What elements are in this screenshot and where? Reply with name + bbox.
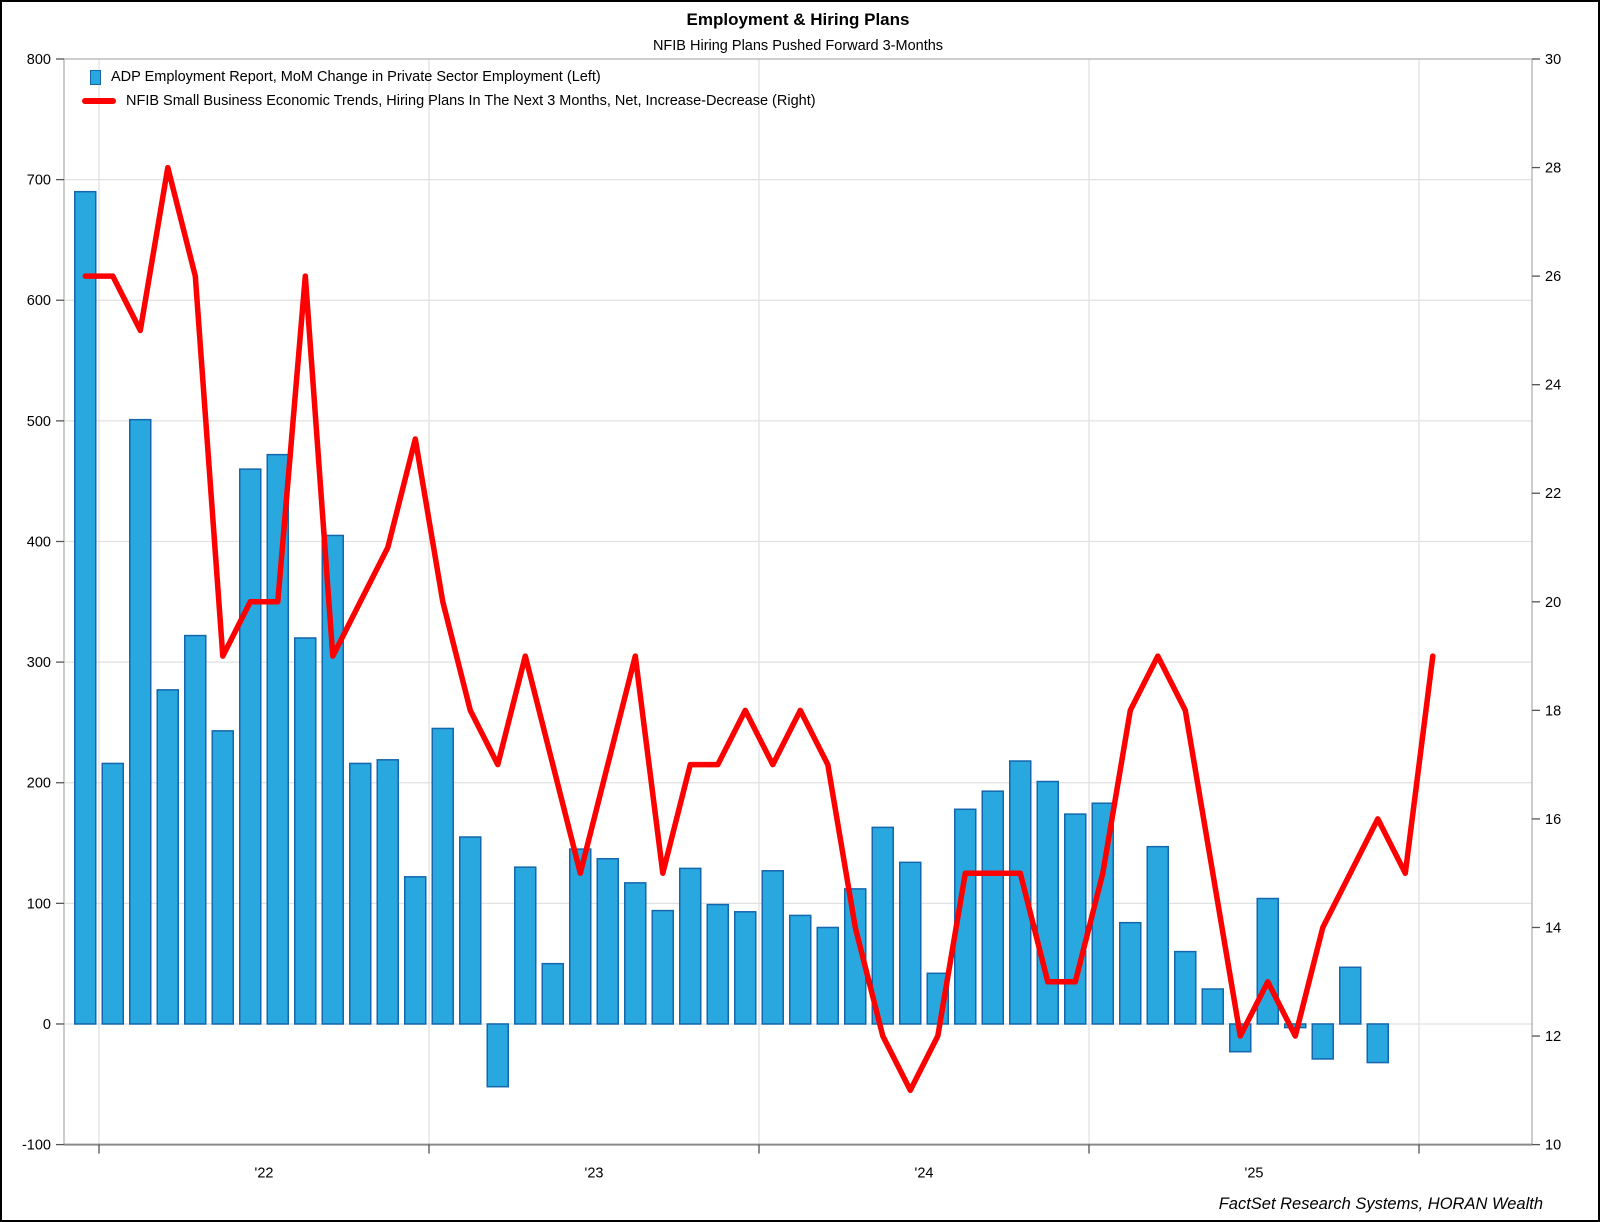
right-tick-label: 20 <box>1545 595 1561 611</box>
adp-bar-2023-07 <box>596 857 619 1025</box>
adp-bar-2022-12 <box>404 876 427 1025</box>
x-year-label: '24 <box>915 1166 934 1182</box>
adp-bar-2024-05 <box>871 826 894 1025</box>
adp-bar-2024-03 <box>816 926 839 1025</box>
adp-bar-2024-01 <box>761 870 784 1025</box>
adp-bar-2022-08 <box>294 637 317 1025</box>
chart-subtitle: NFIB Hiring Plans Pushed Forward 3-Month… <box>652 38 944 54</box>
adp-bar-2023-06 <box>569 848 592 1025</box>
adp-bar-2025-04 <box>1174 950 1197 1025</box>
chart-title: Employment & Hiring Plans <box>686 10 910 29</box>
right-tick-label: 26 <box>1545 269 1561 285</box>
adp-bar-2024-09 <box>981 790 1004 1025</box>
left-tick-label: 100 <box>27 896 51 912</box>
adp-bar-2025-10 <box>1339 966 1362 1025</box>
right-tick-label: 12 <box>1545 1029 1561 1045</box>
adp-bar-2022-01 <box>101 762 124 1025</box>
adp-bar-2024-11 <box>1036 780 1059 1025</box>
left-tick-label: 200 <box>27 776 51 792</box>
adp-bar-2024-04 <box>844 888 867 1025</box>
left-tick-label: 600 <box>27 293 51 309</box>
adp-bar-2025-05 <box>1201 988 1224 1025</box>
x-year-label: '22 <box>255 1166 274 1182</box>
left-tick-label: 800 <box>27 52 51 68</box>
adp-bar-2023-09 <box>651 909 674 1025</box>
right-tick-label: 14 <box>1545 920 1561 936</box>
adp-bar-2023-04 <box>514 866 537 1025</box>
adp-legend-label: ADP Employment Report, MoM Change in Pri… <box>111 69 601 85</box>
adp-bar-2022-07 <box>266 453 289 1025</box>
x-year-label: '23 <box>585 1166 604 1182</box>
adp-bar-2023-05 <box>541 962 564 1025</box>
right-tick-label: 30 <box>1545 52 1561 68</box>
adp-bar-2023-11 <box>706 903 729 1025</box>
adp-bar-2023-12 <box>734 911 757 1025</box>
left-tick-label: 700 <box>27 173 51 189</box>
adp-bar-2025-02 <box>1119 921 1142 1025</box>
adp-bar-2022-05 <box>211 730 234 1025</box>
right-tick-label: 24 <box>1545 378 1561 394</box>
adp-bar-2025-03 <box>1146 845 1169 1025</box>
adp-bar-2022-06 <box>239 468 262 1025</box>
adp-bar-2022-09 <box>321 534 344 1025</box>
legend: ADP Employment Report, MoM Change in Pri… <box>82 65 816 113</box>
adp-bar-2025-07 <box>1256 897 1279 1025</box>
legend-row-adp: ADP Employment Report, MoM Change in Pri… <box>82 65 816 89</box>
adp-bar-2024-06 <box>899 861 922 1025</box>
x-year-label: '25 <box>1245 1166 1264 1182</box>
left-tick-label: 400 <box>27 534 51 550</box>
left-tick-label: 500 <box>27 414 51 430</box>
adp-bar-2025-09 <box>1311 1023 1334 1060</box>
adp-bar-2022-02 <box>129 418 152 1025</box>
adp-bar-2023-10 <box>679 867 702 1025</box>
adp-bar-2024-12 <box>1064 813 1087 1025</box>
adp-bar-2023-08 <box>624 882 647 1025</box>
right-tick-label: 22 <box>1545 486 1561 502</box>
adp-bar-2022-11 <box>376 759 399 1025</box>
adp-bar-marker-icon <box>90 69 101 85</box>
adp-bar-2024-08 <box>954 808 977 1025</box>
source-attribution: FactSet Research Systems, HORAN Wealth <box>1218 1195 1543 1213</box>
right-tick-label: 28 <box>1545 161 1561 177</box>
adp-bar-2023-01 <box>431 727 454 1025</box>
adp-bar-2025-11 <box>1366 1023 1389 1064</box>
left-tick-label: -100 <box>22 1138 51 1154</box>
left-tick-label: 300 <box>27 655 51 671</box>
adp-bar-2024-02 <box>789 914 812 1025</box>
adp-bar-2021-12 <box>74 190 97 1025</box>
adp-bar-2022-10 <box>349 762 372 1025</box>
adp-bar-2022-03 <box>156 689 179 1025</box>
adp-bar-2023-02 <box>459 836 482 1025</box>
right-tick-label: 16 <box>1545 812 1561 828</box>
right-tick-label: 10 <box>1545 1138 1561 1154</box>
adp-bar-2023-03 <box>486 1023 509 1088</box>
right-tick-label: 18 <box>1545 703 1561 719</box>
nfib-line <box>82 164 1436 1094</box>
nfib-legend-label: NFIB Small Business Economic Trends, Hir… <box>126 93 816 109</box>
adp-bar-2024-10 <box>1009 760 1032 1025</box>
legend-row-nfib: NFIB Small Business Economic Trends, Hir… <box>82 89 816 113</box>
adp-bar-2022-04 <box>184 634 207 1025</box>
nfib-line-marker-icon <box>82 98 116 104</box>
left-tick-label: 0 <box>43 1017 51 1033</box>
